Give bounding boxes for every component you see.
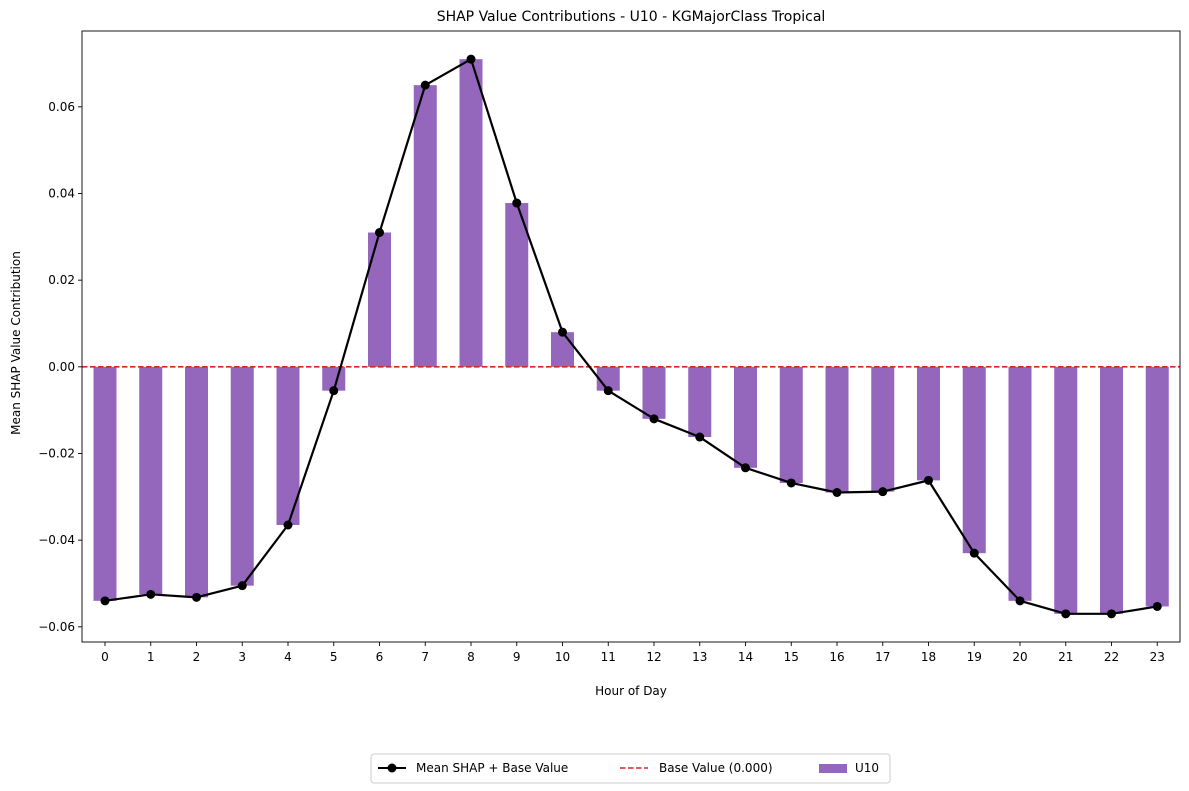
line-point-hour-5	[329, 386, 339, 396]
x-tick-label: 3	[238, 650, 246, 664]
bar-hour-8	[459, 59, 483, 367]
x-tick-label: 4	[284, 650, 292, 664]
x-tick-label: 12	[646, 650, 661, 664]
legend-label-base-value: Base Value (0.000)	[659, 761, 773, 775]
line-point-hour-1	[146, 589, 156, 599]
bar-hour-14	[734, 366, 757, 468]
line-point-hour-23	[1152, 601, 1162, 611]
line-point-hour-0	[100, 596, 110, 606]
bar-hour-6	[368, 232, 391, 367]
bar-hour-13	[688, 366, 712, 438]
line-point-hour-17	[878, 487, 888, 497]
x-tick-label: 18	[921, 650, 936, 664]
x-tick-label: 22	[1104, 650, 1119, 664]
x-axis-label: Hour of Day	[595, 684, 667, 698]
y-tick-label: 0.02	[48, 273, 75, 287]
x-tick-label: 11	[601, 650, 616, 664]
bar-hour-12	[642, 366, 666, 419]
x-tick-label: 8	[467, 650, 475, 664]
x-tick-label: 6	[376, 650, 384, 664]
line-point-hour-21	[1061, 609, 1071, 619]
x-tick-label: 23	[1150, 650, 1165, 664]
y-tick-label: 0.04	[48, 187, 75, 201]
y-tick-label: −0.04	[38, 533, 75, 547]
x-tick-label: 0	[101, 650, 109, 664]
y-axis-ticks: −0.06 −0.04 −0.02 0.00 0.02 0.04 0.06	[38, 100, 82, 634]
x-tick-label: 5	[330, 650, 338, 664]
bar-hour-9	[505, 203, 529, 367]
line-point-hour-20	[1015, 596, 1025, 606]
bar-hour-21	[1054, 366, 1078, 614]
y-tick-label: 0.00	[48, 360, 75, 374]
x-tick-label: 9	[513, 650, 521, 664]
chart-title: SHAP Value Contributions - U10 - KGMajor…	[437, 9, 826, 25]
y-tick-label: −0.02	[38, 447, 75, 461]
line-point-hour-15	[786, 478, 796, 488]
mean-shap-line-group	[100, 54, 1162, 619]
line-point-hour-2	[192, 592, 201, 602]
line-point-hour-8	[466, 54, 476, 64]
bar-hour-18	[917, 366, 940, 481]
y-axis-label: Mean SHAP Value Contribution	[9, 251, 23, 435]
line-point-hour-22	[1107, 609, 1116, 619]
x-tick-label: 20	[1012, 650, 1027, 664]
legend-label-u10: U10	[855, 761, 879, 775]
y-tick-label: −0.06	[38, 620, 75, 634]
line-point-hour-16	[832, 488, 842, 497]
line-point-hour-14	[741, 463, 750, 473]
x-tick-label: 13	[692, 650, 707, 664]
bar-hour-16	[825, 366, 849, 493]
legend-line-marker	[387, 763, 397, 773]
bar-hour-19	[962, 366, 986, 554]
legend: Mean SHAP + Base Value Base Value (0.000…	[370, 753, 891, 784]
x-tick-label: 19	[967, 650, 982, 664]
line-point-hour-13	[695, 432, 705, 442]
line-point-hour-3	[237, 581, 247, 591]
x-axis-ticks: 0 1 2 3 4 5 6 7 8 9 10 11 12 13 14 15 16 17 18 19 20 21 22 23	[101, 642, 1165, 664]
bar-hour-7	[413, 85, 437, 367]
line-point-hour-12	[649, 414, 659, 424]
bar-hour-3	[230, 366, 254, 586]
y-tick-label: 0.06	[48, 100, 75, 114]
bar-hour-22	[1100, 366, 1123, 614]
bar-hour-15	[779, 366, 803, 483]
mean-shap-line	[104, 58, 1158, 615]
legend-bar-swatch	[819, 764, 847, 773]
bar-hour-4	[276, 366, 300, 525]
line-point-hour-9	[512, 198, 522, 208]
bar-hour-10	[551, 332, 574, 367]
x-tick-label: 21	[1058, 650, 1073, 664]
bar-hour-20	[1008, 366, 1032, 601]
line-point-hour-11	[603, 386, 613, 396]
plot-area-frame	[81, 30, 1181, 643]
bar-hour-17	[871, 366, 895, 492]
x-tick-label: 2	[193, 650, 201, 664]
bars-group	[93, 59, 1169, 614]
line-point-hour-10	[558, 327, 567, 337]
bar-hour-23	[1145, 366, 1169, 607]
x-tick-label: 1	[147, 650, 155, 664]
x-tick-label: 15	[784, 650, 799, 664]
line-point-hour-4	[283, 520, 293, 530]
bar-hour-1	[139, 366, 163, 595]
legend-label-mean-shap: Mean SHAP + Base Value	[416, 761, 568, 775]
line-point-hour-19	[969, 548, 979, 558]
x-tick-label: 10	[555, 650, 570, 664]
line-point-hour-7	[420, 80, 430, 90]
x-tick-label: 7	[421, 650, 429, 664]
line-point-hour-6	[375, 228, 384, 237]
line-point-hour-18	[924, 475, 933, 485]
x-tick-label: 14	[738, 650, 753, 664]
x-tick-label: 16	[829, 650, 844, 664]
bar-hour-2	[185, 366, 208, 598]
bar-hour-0	[93, 366, 117, 601]
x-tick-label: 17	[875, 650, 890, 664]
